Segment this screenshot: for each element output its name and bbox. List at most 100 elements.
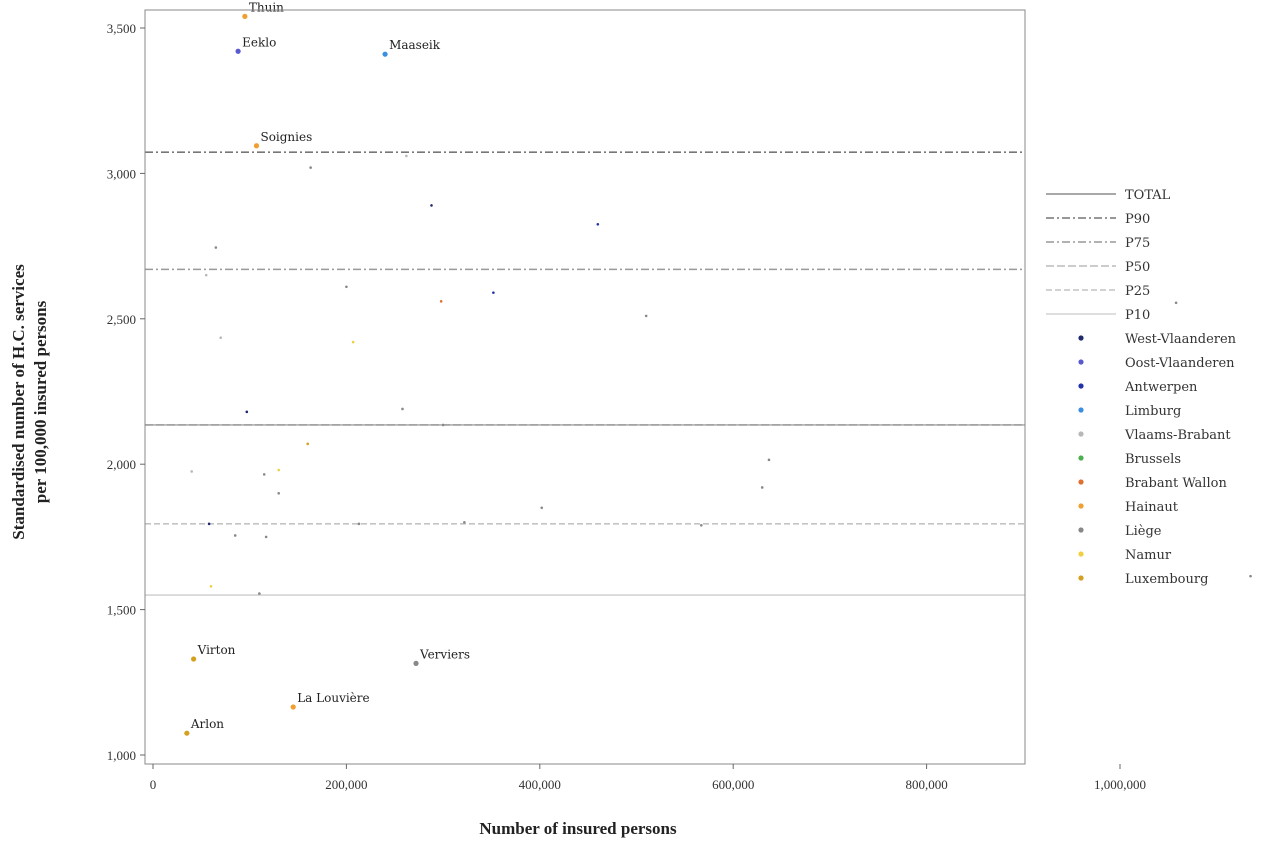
point-24 xyxy=(306,442,310,446)
legend-label: Liège xyxy=(1125,524,1162,539)
legend-marker xyxy=(1078,479,1084,485)
x-axis: 0 200,000 400,000 600,000 800,000 1,000,000 xyxy=(150,764,1146,792)
x-tick-label: 400,000 xyxy=(519,777,561,792)
x-tick-label: 1,000,000 xyxy=(1094,777,1146,792)
point-arlon xyxy=(184,730,190,736)
point-33 xyxy=(207,522,211,526)
point-labels: Thuin Eeklo Maaseik Soignies Virton Verviers L… xyxy=(190,0,470,731)
y-tick-label: 1,500 xyxy=(107,603,136,618)
data-points xyxy=(184,13,1252,736)
y-axis: 1,000 1,500 2,000 2,500 3,000 3,500 xyxy=(107,21,145,763)
legend: TOTAL P90 P75 P50 P25 P10 West-Vlaanderen Oost-… xyxy=(1046,188,1237,587)
point-32 xyxy=(463,521,466,524)
point-8 xyxy=(405,154,408,158)
point-18 xyxy=(644,314,648,318)
point-11 xyxy=(596,222,600,226)
y-tick-label: 2,000 xyxy=(107,457,136,472)
legend-marker xyxy=(1078,335,1084,341)
legend-label: Vlaams-Brabant xyxy=(1124,428,1231,443)
legend-marker xyxy=(1078,575,1084,581)
point-20 xyxy=(351,340,355,344)
legend-label: Hainaut xyxy=(1125,500,1179,515)
point-12 xyxy=(214,246,218,249)
point-39 xyxy=(258,592,261,595)
legend-label: P75 xyxy=(1125,236,1150,251)
legend-marker xyxy=(1078,551,1084,557)
point-38 xyxy=(209,585,213,588)
point-35 xyxy=(699,523,703,527)
point-thuin xyxy=(242,13,248,19)
legend-label: Limburg xyxy=(1125,404,1181,419)
y-axis-title-line-1: Standardised number of H.C. services xyxy=(9,264,28,540)
point-17 xyxy=(1174,301,1178,305)
legend-label: Namur xyxy=(1125,548,1172,563)
y-tick-label: 3,500 xyxy=(107,21,136,36)
point-34 xyxy=(357,522,361,526)
legend-marker xyxy=(1078,431,1084,437)
y-tick-label: 3,000 xyxy=(107,166,136,181)
legend-label: P50 xyxy=(1125,260,1150,275)
point-19 xyxy=(219,336,222,340)
point-29 xyxy=(760,486,764,489)
legend-label: Luxembourg xyxy=(1125,572,1208,587)
point-31 xyxy=(540,506,544,510)
legend-label: Antwerpen xyxy=(1124,380,1198,395)
legend-marker xyxy=(1078,407,1084,413)
point-16 xyxy=(439,300,443,303)
point-label: La Louvière xyxy=(297,691,369,705)
y-tick-label: 1,000 xyxy=(107,748,136,763)
legend-marker xyxy=(1078,503,1084,509)
legend-label: Brussels xyxy=(1125,452,1181,467)
legend-marker xyxy=(1078,359,1084,365)
point-26 xyxy=(190,470,193,473)
point-28 xyxy=(262,473,266,476)
point-21 xyxy=(401,407,404,411)
legend-label: P90 xyxy=(1125,212,1150,227)
legend-label: Brabant Wallon xyxy=(1125,476,1227,491)
point-eeklo xyxy=(235,48,241,54)
legend-label: TOTAL xyxy=(1125,188,1171,203)
x-tick-label: 200,000 xyxy=(325,777,367,792)
point-soignies xyxy=(253,143,260,149)
legend-marker xyxy=(1078,527,1084,533)
point-27 xyxy=(277,468,281,472)
legend-label: Oost-Vlaanderen xyxy=(1125,356,1235,371)
point-37 xyxy=(264,535,268,539)
point-23 xyxy=(441,423,445,427)
legend-marker xyxy=(1078,383,1084,389)
point-10 xyxy=(430,204,433,207)
legend-label: West-Vlaanderen xyxy=(1125,332,1237,347)
legend-marker xyxy=(1078,455,1084,461)
y-tick-label: 2,500 xyxy=(107,312,136,327)
point-25 xyxy=(767,458,771,462)
point-30 xyxy=(277,491,281,495)
legend-label: P10 xyxy=(1125,308,1150,323)
point-label: Maaseik xyxy=(389,38,441,52)
point-virton xyxy=(191,656,197,662)
point-label: Virton xyxy=(197,643,236,657)
x-tick-label: 800,000 xyxy=(905,777,947,792)
plot-area-frame xyxy=(144,9,1026,765)
point-22 xyxy=(245,410,249,414)
x-tick-label: 600,000 xyxy=(712,777,754,792)
x-tick-label: 0 xyxy=(150,777,157,792)
point-label: Eeklo xyxy=(242,35,276,49)
point-verviers xyxy=(413,660,419,666)
legend-label: P25 xyxy=(1125,284,1150,299)
point-40 xyxy=(1249,574,1252,578)
point-label: Thuin xyxy=(249,0,284,14)
point-la-louvière xyxy=(290,704,296,710)
point-label: Soignies xyxy=(260,130,312,144)
y-axis-title-line-2: per 100,000 insured persons xyxy=(31,300,50,503)
point-maaseik xyxy=(382,51,388,57)
point-36 xyxy=(233,534,237,537)
reference-lines xyxy=(145,151,1025,596)
point-13 xyxy=(204,273,208,277)
point-9 xyxy=(309,166,312,169)
point-label: Arlon xyxy=(190,717,224,731)
x-axis-title: Number of insured persons xyxy=(479,819,677,838)
point-14 xyxy=(345,285,348,289)
point-label: Verviers xyxy=(419,647,470,661)
point-15 xyxy=(492,291,495,294)
